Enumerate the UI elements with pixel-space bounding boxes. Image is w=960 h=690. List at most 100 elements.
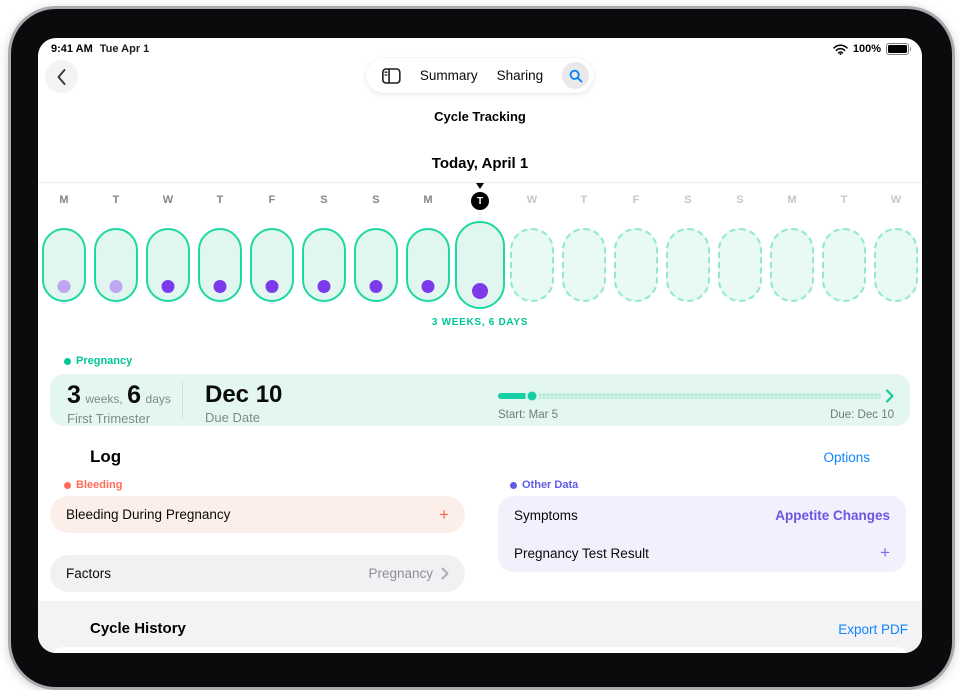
page-title: Cycle Tracking (434, 109, 526, 124)
day-letter: T (216, 194, 224, 206)
day-oval[interactable] (250, 228, 294, 302)
chevron-left-icon (57, 68, 66, 85)
day-letter: S (684, 194, 692, 206)
status-time: 9:41 AM (51, 43, 93, 55)
day-letter: M (787, 194, 797, 206)
trimester-caption: First Trimester (67, 411, 151, 426)
today-header: Today, April 1 (431, 155, 529, 172)
due-date-caption: Due Date (205, 410, 260, 425)
day-oval[interactable] (302, 228, 346, 302)
symptoms-value: Appetite Changes (775, 507, 890, 523)
day-column[interactable]: W (506, 182, 558, 332)
tab-sharing[interactable]: Sharing (496, 68, 544, 83)
day-column[interactable]: M (766, 182, 818, 332)
day-oval[interactable] (42, 228, 86, 302)
day-letter: T (840, 194, 848, 206)
day-column[interactable]: W (870, 182, 922, 332)
pregnancy-test-label: Pregnancy Test Result (514, 545, 649, 561)
day-letter: S (320, 194, 328, 206)
battery-percent: 100% (852, 43, 881, 55)
day-letter: T (112, 194, 120, 206)
day-column[interactable]: S (298, 182, 350, 332)
symptoms-label: Symptoms (514, 507, 578, 523)
symptoms-row[interactable]: Symptoms Appetite Changes (498, 496, 906, 534)
log-title: Log (90, 447, 122, 466)
status-bar: 9:41 AM Tue Apr 1 100% (38, 38, 922, 60)
day-oval[interactable] (562, 228, 606, 302)
day-column[interactable]: F (246, 182, 298, 332)
battery-icon (886, 43, 911, 55)
search-button[interactable] (562, 62, 590, 89)
day-column[interactable]: F (610, 182, 662, 332)
sidebar-toggle-icon[interactable] (382, 67, 401, 84)
day-oval[interactable] (354, 228, 398, 302)
back-button[interactable] (45, 60, 78, 93)
export-pdf-link[interactable]: Export PDF (838, 622, 908, 637)
log-entry-dot (109, 280, 123, 293)
day-oval[interactable] (718, 228, 762, 302)
card-divider (182, 382, 183, 418)
options-link[interactable]: Options (823, 450, 870, 465)
bleeding-section-label: Bleeding (64, 479, 122, 491)
gestation-block: 3 weeks, 6 days First Trimester (67, 381, 171, 426)
add-bleeding-button[interactable]: + (439, 504, 449, 524)
wifi-icon (833, 44, 848, 55)
pregnancy-label-text: Pregnancy (76, 355, 133, 367)
log-entry-dot (472, 283, 488, 299)
day-oval[interactable] (406, 228, 450, 302)
chevron-right-icon[interactable] (885, 389, 894, 403)
day-column[interactable]: T (90, 182, 142, 332)
day-oval[interactable] (510, 228, 554, 302)
bleeding-log-row[interactable]: Bleeding During Pregnancy + (50, 496, 465, 533)
day-column[interactable]: S (714, 182, 766, 332)
day-letter: W (526, 194, 538, 206)
pregnancy-test-row[interactable]: Pregnancy Test Result + (498, 534, 906, 572)
day-oval[interactable] (770, 228, 814, 302)
factors-row[interactable]: Factors Pregnancy (50, 555, 465, 592)
log-entry-dot (421, 280, 435, 293)
days-value: 6 (127, 381, 142, 409)
day-oval[interactable] (666, 228, 710, 302)
day-letter: T (580, 194, 588, 206)
day-oval[interactable] (874, 228, 918, 302)
progress-start-label: Start: Mar 5 (498, 409, 559, 421)
day-column[interactable]: W (142, 182, 194, 332)
day-oval[interactable] (94, 228, 138, 302)
day-oval[interactable] (146, 228, 190, 302)
other-data-section-label: Other Data (510, 479, 578, 491)
days-unit: days (145, 392, 171, 406)
day-oval[interactable] (198, 228, 242, 302)
weeks-unit: weeks, (85, 392, 123, 406)
day-oval[interactable] (455, 221, 505, 309)
day-letter: M (59, 194, 69, 206)
day-column[interactable]: M (402, 182, 454, 332)
due-date-block: Dec 10 Due Date (205, 381, 282, 425)
day-column[interactable]: T (454, 182, 506, 332)
day-oval[interactable] (614, 228, 658, 302)
day-column[interactable]: T (558, 182, 610, 332)
add-pregnancy-test-button[interactable]: + (880, 543, 890, 562)
day-column[interactable]: S (350, 182, 402, 332)
day-letter: F (632, 194, 640, 206)
due-date-value: Dec 10 (205, 381, 283, 408)
health-app-screen: 9:41 AM Tue Apr 1 100% Summary Sharin (38, 38, 922, 653)
day-column[interactable]: M (38, 182, 90, 332)
day-letter: W (890, 194, 902, 206)
log-entry-dot (369, 280, 383, 293)
day-column[interactable]: T (818, 182, 870, 332)
cycle-history-title: Cycle History (90, 620, 186, 637)
day-column[interactable]: S (662, 182, 714, 332)
divider (38, 182, 922, 183)
pregnancy-summary-card[interactable]: 3 weeks, 6 days First Trimester Dec 10 D… (50, 374, 910, 426)
day-letter: F (268, 194, 276, 206)
pregnancy-progress: Start: Mar 5 Due: Dec 10 (498, 389, 894, 421)
cycle-history-section: Cycle History Export PDF (38, 601, 922, 653)
bleeding-dot-icon (64, 481, 71, 489)
bleeding-item-label: Bleeding During Pregnancy (66, 507, 231, 522)
day-column[interactable]: T (194, 182, 246, 332)
log-entry-dot (57, 280, 71, 293)
day-oval[interactable] (822, 228, 866, 302)
progress-marker (525, 389, 539, 403)
tab-summary[interactable]: Summary (419, 68, 478, 83)
